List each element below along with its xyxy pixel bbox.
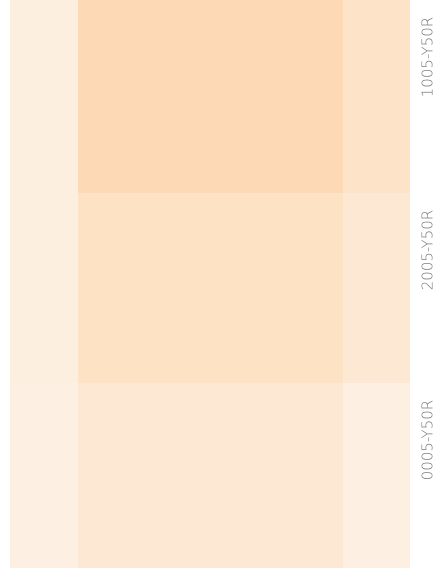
swatch-label: 2005-Y50R: [419, 210, 437, 290]
color-swatch: [10, 193, 78, 383]
color-swatch: [10, 383, 78, 568]
color-swatch: [78, 0, 343, 193]
color-swatch: [343, 193, 410, 383]
color-swatch: [78, 193, 343, 383]
swatch-label: 0005-Y50R: [419, 400, 437, 480]
swatch-label: 1005-Y50R: [419, 17, 437, 97]
color-swatch: [343, 383, 410, 568]
color-swatch: [10, 0, 78, 193]
color-swatch: [78, 383, 343, 568]
color-swatch: [343, 0, 410, 193]
